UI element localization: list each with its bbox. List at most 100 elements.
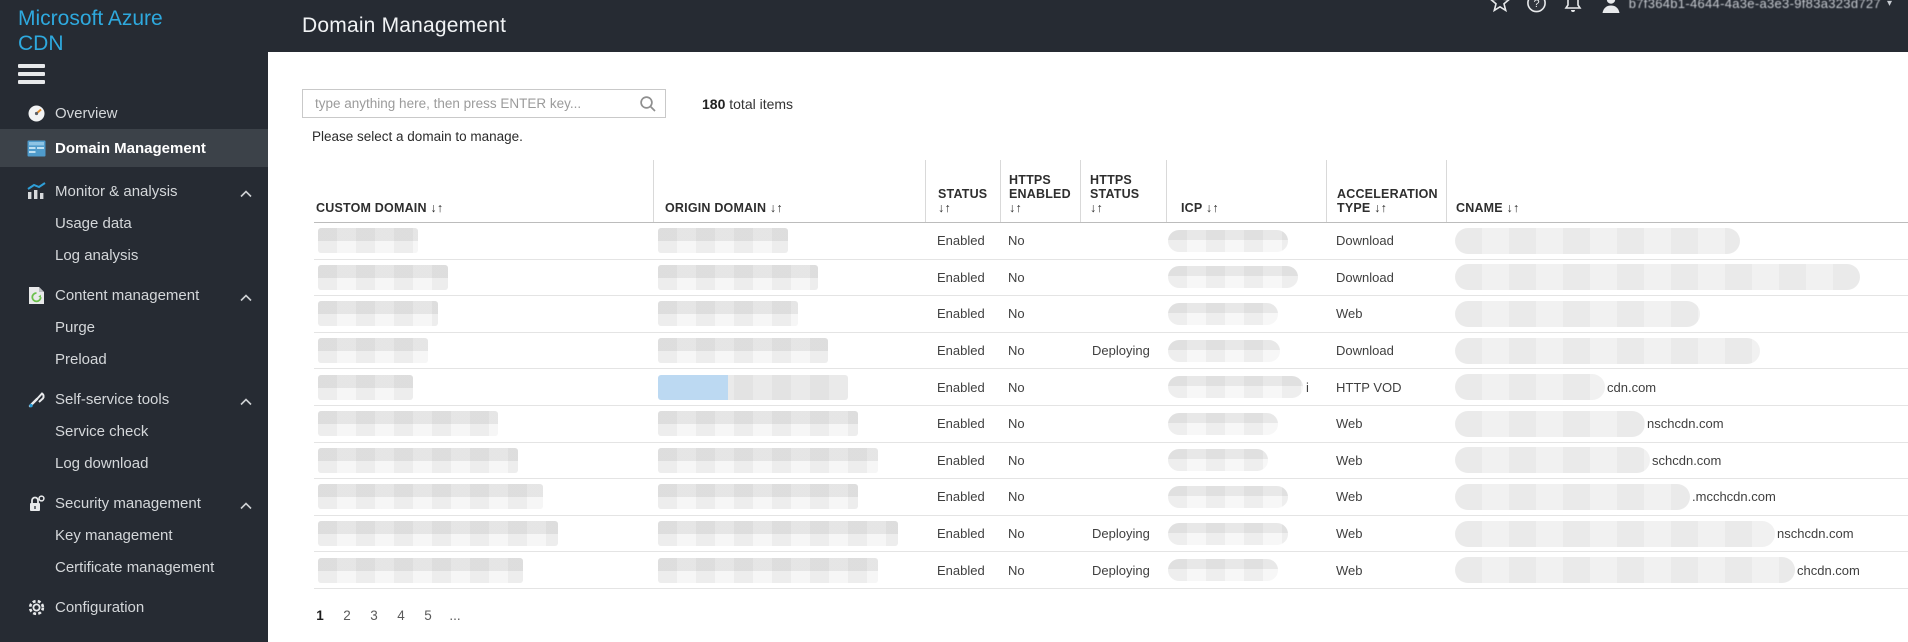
- search-icon[interactable]: [631, 95, 665, 113]
- page-1[interactable]: 1: [316, 608, 324, 623]
- cell-custom-domain: [314, 484, 653, 510]
- cell-icp: i: [1166, 376, 1326, 399]
- cell-icp: [1166, 449, 1326, 472]
- sidebar-subitem-log-download[interactable]: Log download: [0, 447, 268, 479]
- sidebar-item-label: Domain Management: [55, 139, 206, 157]
- redacted-custom-domain: [318, 264, 448, 290]
- sidebar-item-self-service-tools[interactable]: Self-service tools: [0, 383, 268, 415]
- column-header-status[interactable]: STATUS ↓↑: [925, 160, 1000, 222]
- sidebar-subitem-log-analysis[interactable]: Log analysis: [0, 239, 268, 271]
- table-row[interactable]: Enabled No Web schcdn.com: [314, 443, 1908, 480]
- redacted-icp: [1168, 485, 1288, 508]
- sidebar-item-label: Certificate management: [55, 558, 215, 576]
- cell-icp: [1166, 302, 1326, 325]
- chevron-up-icon[interactable]: [240, 185, 252, 202]
- chevron-up-icon[interactable]: [240, 393, 252, 410]
- sort-icon: ↓↑: [1205, 201, 1219, 215]
- column-header-cname[interactable]: CNAME ↓↑: [1446, 160, 1908, 222]
- redacted-origin-domain: [658, 521, 898, 547]
- user-menu[interactable]: b7f364b1-4644-4a3e-a3e3-9f83a323d727 ▾: [1599, 0, 1892, 14]
- sidebar-subitem-purge[interactable]: Purge: [0, 311, 268, 343]
- sidebar-item-domain-management[interactable]: Domain Management: [0, 129, 268, 167]
- sidebar-subitem-usage-data[interactable]: Usage data: [0, 207, 268, 239]
- cell-origin-domain: [653, 264, 925, 290]
- cell-status: Enabled: [937, 306, 985, 322]
- sidebar-item-overview[interactable]: Overview: [0, 97, 268, 129]
- page-3[interactable]: 3: [370, 608, 378, 623]
- sort-icon: ↓↑: [1090, 201, 1103, 215]
- page-4[interactable]: 4: [397, 608, 405, 623]
- sidebar-item-label: Service check: [55, 422, 149, 440]
- column-header-https-enabled[interactable]: HTTPS ENABLED ↓↑: [1000, 160, 1080, 222]
- sidebar-item-content-management[interactable]: Content management: [0, 279, 268, 311]
- table-header: CUSTOM DOMAIN ↓↑ ORIGIN DOMAIN ↓↑ STATUS ↓↑…: [314, 160, 1908, 223]
- page-2[interactable]: 2: [343, 608, 351, 623]
- column-label: ICP ↓↑: [1181, 201, 1219, 215]
- cname-suffix: nschcdn.com: [1647, 416, 1724, 432]
- sidebar-item-label: Overview: [55, 104, 118, 122]
- cell-cname: schcdn.com: [1446, 447, 1908, 474]
- cell-cname: [1446, 300, 1908, 327]
- column-header-origin-domain[interactable]: ORIGIN DOMAIN ↓↑: [653, 160, 925, 222]
- chart-icon: [26, 182, 46, 200]
- sidebar-item-label: Preload: [55, 350, 107, 368]
- brand-logo[interactable]: Microsoft Azure CDN: [18, 6, 163, 56]
- column-header-https-status[interactable]: HTTPS STATUS ↓↑: [1080, 160, 1166, 222]
- cell-origin-domain: [653, 374, 925, 400]
- chevron-up-icon[interactable]: [240, 289, 252, 306]
- table-row[interactable]: Enabled No i HTTP VOD cdn.com: [314, 369, 1908, 406]
- table-row[interactable]: Enabled No Download: [314, 260, 1908, 297]
- sidebar-item-configuration[interactable]: Configuration: [0, 591, 268, 623]
- sort-icon: ↓↑: [1506, 201, 1520, 215]
- page-5[interactable]: 5: [424, 608, 432, 623]
- redacted-cname: [1455, 337, 1760, 364]
- table-row[interactable]: Enabled No Deploying Web chcdn.com: [314, 552, 1908, 589]
- cell-https-enabled: No: [1008, 269, 1025, 285]
- redacted-cname: [1455, 300, 1700, 327]
- redacted-cname: [1455, 483, 1690, 510]
- top-bar: Domain Management ? b7f364b1-4644-4a3e-a…: [0, 0, 1908, 52]
- sidebar-menu: Overview Domain Management Monitor & analy…: [0, 97, 268, 623]
- cell-origin-domain: [653, 301, 925, 327]
- hamburger-menu-icon[interactable]: [18, 64, 45, 88]
- user-avatar-icon: [1599, 0, 1623, 14]
- total-count: 180: [702, 96, 726, 112]
- sidebar-item-security-management[interactable]: Security management: [0, 487, 268, 519]
- redacted-custom-domain: [318, 374, 413, 400]
- column-label: HTTPS ENABLED: [1009, 173, 1071, 201]
- redacted-origin-domain: [658, 264, 818, 290]
- cell-cname: [1446, 264, 1908, 291]
- redacted-icp: [1168, 339, 1280, 362]
- search-input[interactable]: [303, 96, 631, 111]
- table-row[interactable]: Enabled No Web .mcchcdn.com: [314, 479, 1908, 516]
- table-row[interactable]: Enabled No Deploying Download: [314, 333, 1908, 370]
- table-row[interactable]: Enabled No Web: [314, 296, 1908, 333]
- sidebar-subitem-certificate-management[interactable]: Certificate management: [0, 551, 268, 583]
- redacted-icp: [1168, 229, 1288, 252]
- table-row[interactable]: Enabled No Deploying Web nschcdn.com: [314, 516, 1908, 553]
- sidebar-item-label: Configuration: [55, 598, 145, 616]
- sidebar-subitem-service-check[interactable]: Service check: [0, 415, 268, 447]
- column-header-custom-domain[interactable]: CUSTOM DOMAIN ↓↑: [314, 160, 653, 222]
- column-label: STATUS: [938, 187, 988, 201]
- notifications-bell-icon[interactable]: [1563, 0, 1583, 14]
- sidebar-item-monitor-analysis[interactable]: Monitor & analysis: [0, 175, 268, 207]
- sidebar-subitem-key-management[interactable]: Key management: [0, 519, 268, 551]
- sidebar-subitem-preload[interactable]: Preload: [0, 343, 268, 375]
- sidebar-item-label: Key management: [55, 526, 173, 544]
- cell-acceleration-type: HTTP VOD: [1336, 379, 1402, 395]
- cell-custom-domain: [314, 264, 653, 290]
- column-header-icp[interactable]: ICP ↓↑: [1166, 160, 1326, 222]
- table-row[interactable]: Enabled No Download: [314, 223, 1908, 260]
- redacted-icp: [1168, 522, 1288, 545]
- table-row[interactable]: Enabled No Web nschcdn.com: [314, 406, 1908, 443]
- chevron-up-icon[interactable]: [240, 497, 252, 514]
- cell-https-status: Deploying: [1092, 562, 1150, 578]
- cell-icp: [1166, 559, 1326, 582]
- help-circle-icon[interactable]: ?: [1526, 0, 1547, 14]
- column-header-acceleration-type[interactable]: ACCELERATION TYPE ↓↑: [1326, 160, 1446, 222]
- favorites-star-icon[interactable]: [1489, 0, 1510, 14]
- cname-suffix: schcdn.com: [1652, 452, 1722, 468]
- redacted-icp: [1168, 449, 1268, 472]
- pagination: 1 2 3 4 5...: [314, 608, 461, 623]
